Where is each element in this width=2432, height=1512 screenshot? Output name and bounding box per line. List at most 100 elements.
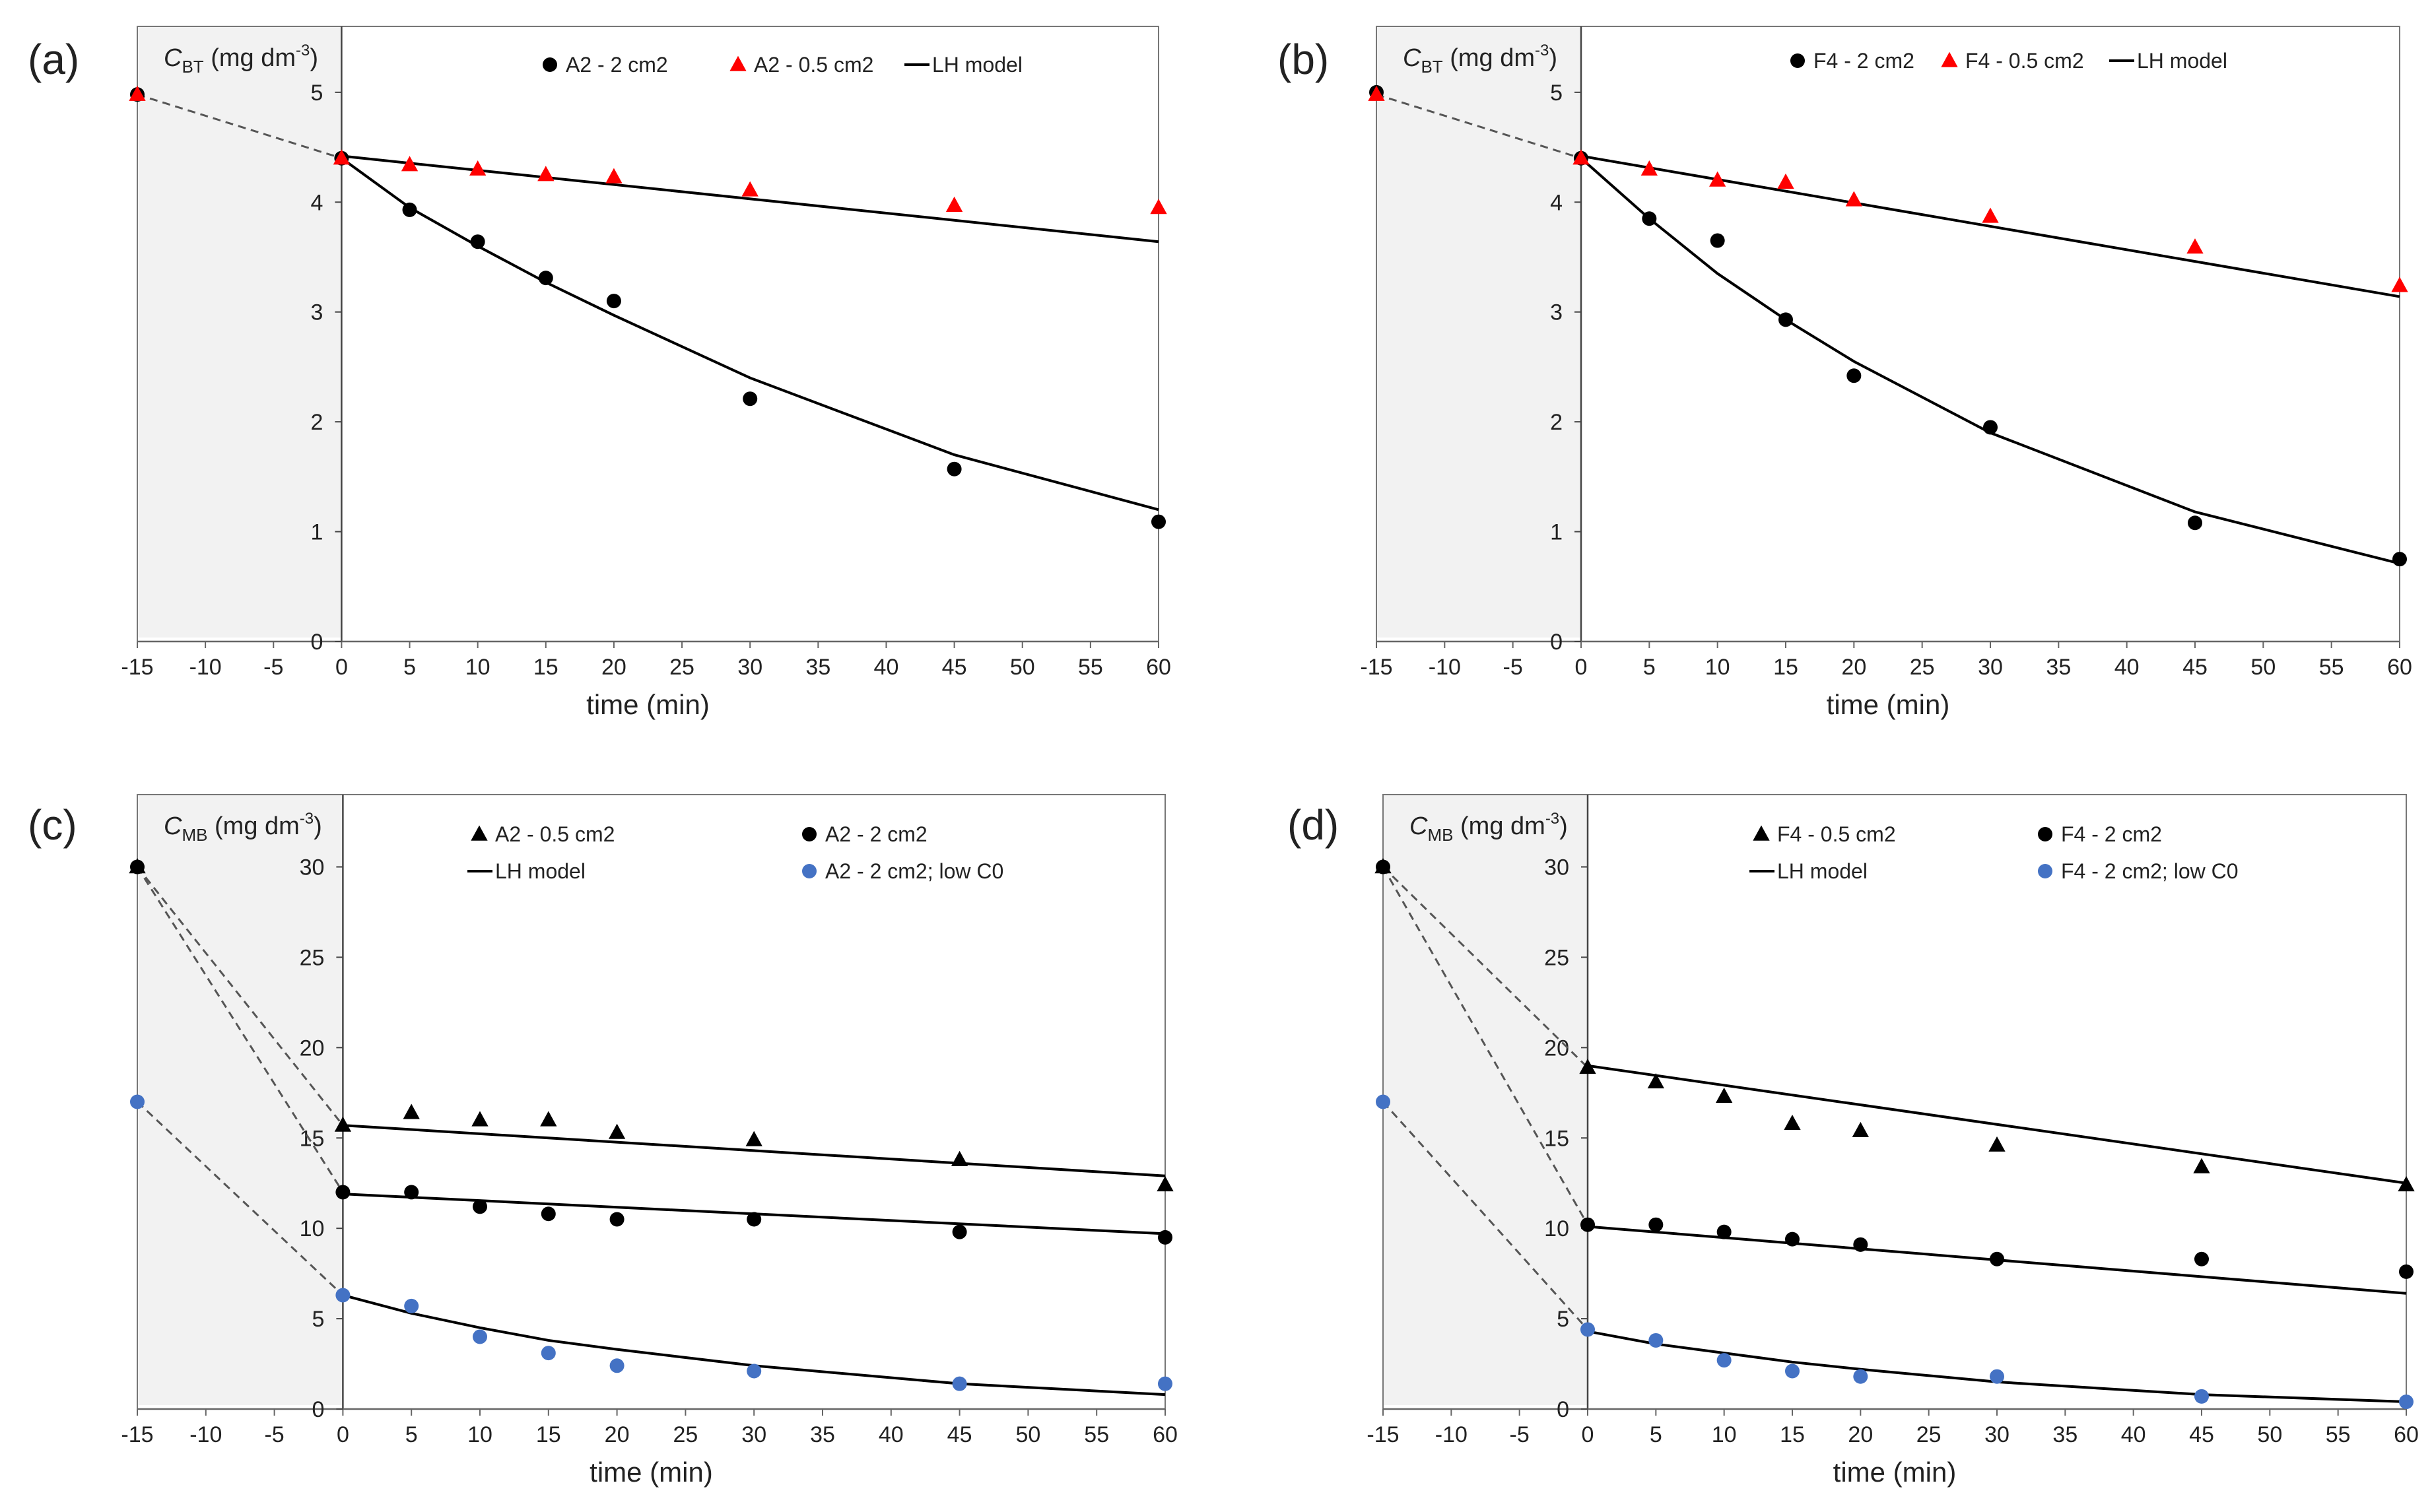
data-point	[1158, 1376, 1172, 1391]
y-tick-label: 5	[312, 1307, 324, 1332]
x-axis-title: time (min)	[1827, 689, 1950, 720]
data-point	[130, 859, 145, 874]
y-axis-unit: (mg dm	[1443, 44, 1535, 72]
y-tick-label: 0	[312, 1397, 324, 1422]
data-point	[2398, 1176, 2415, 1192]
legend-marker-swatch	[802, 827, 817, 841]
x-tick-label: 20	[1848, 1422, 1873, 1447]
data-point	[537, 166, 555, 181]
data-point	[952, 1224, 967, 1239]
x-tick-label: 10	[1705, 655, 1730, 680]
x-tick-label: 50	[2257, 1422, 2282, 1447]
x-tick-label: 35	[2052, 1422, 2077, 1447]
x-tick-label: -10	[189, 655, 222, 680]
y-axis-superscript: -3	[300, 810, 314, 828]
x-tick-label: -5	[263, 655, 283, 680]
data-point	[952, 1376, 967, 1391]
data-point	[745, 1131, 762, 1146]
x-tick-label: 40	[2121, 1422, 2146, 1447]
y-tick-label: 1	[310, 520, 323, 545]
legend-marker-swatch	[2038, 864, 2052, 878]
x-tick-label: 35	[2046, 655, 2071, 680]
data-point	[1158, 1230, 1172, 1245]
data-point	[129, 85, 146, 101]
legend-entry: A2 - 0.5 cm2	[471, 822, 615, 846]
legend-entry: LH model	[904, 53, 1023, 77]
x-tick-label: 35	[810, 1422, 835, 1447]
panel-a: -15 -10 -5 0 5 10 15 20 25 30 35 40 45 50 55 60012345ti…	[28, 26, 1171, 720]
x-tick-label: 25	[1916, 1422, 1942, 1447]
data-point	[469, 160, 487, 176]
x-tick-label: -15	[121, 655, 153, 680]
data-point	[2194, 1389, 2209, 1404]
x-tick-label: 0	[1575, 655, 1588, 680]
x-tick-label: 40	[874, 655, 899, 680]
y-axis-unit-close: )	[310, 44, 318, 72]
y-tick-label: 20	[300, 1035, 325, 1061]
panel-label: (b)	[1277, 36, 1329, 83]
y-axis-superscript: -3	[296, 42, 310, 59]
data-point	[1853, 1237, 1868, 1252]
data-point	[1990, 1369, 2004, 1384]
data-point	[402, 202, 417, 217]
data-point	[1150, 199, 1167, 214]
data-point	[1376, 859, 1390, 874]
lh-model-line	[1587, 1330, 2407, 1404]
data-point	[404, 1298, 419, 1313]
x-tick-label: -5	[264, 1422, 284, 1447]
y-tick-label: 25	[1544, 945, 1569, 970]
legend-marker-swatch	[802, 864, 817, 878]
panel-label: (a)	[28, 36, 79, 83]
y-axis-title: CBT (mg dm-3)	[1403, 42, 1557, 77]
y-tick-label: 2	[1550, 410, 1563, 435]
legend-entry: LH model	[467, 859, 586, 883]
data-point	[1852, 1121, 1869, 1138]
data-point	[741, 181, 759, 197]
legend-entry: F4 - 2 cm2	[2038, 822, 2162, 846]
y-tick-label: 20	[1544, 1035, 1569, 1061]
data-point	[605, 168, 623, 183]
x-axis-title: time (min)	[590, 1457, 713, 1488]
x-tick-label: 55	[1084, 1422, 1109, 1447]
x-tick-label: 40	[879, 1422, 904, 1447]
y-tick-label: 3	[310, 300, 323, 325]
data-point	[2399, 1264, 2414, 1279]
data-point	[1368, 85, 1385, 101]
y-tick-label: 10	[1544, 1216, 1569, 1241]
y-axis-subscript: MB	[182, 825, 207, 845]
legend-entry: A2 - 2 cm2	[802, 822, 928, 846]
y-tick-label: 1	[1550, 520, 1563, 545]
x-tick-label: 5	[403, 655, 416, 680]
data-point	[1777, 173, 1794, 189]
y-axis-superscript: -3	[1535, 42, 1549, 59]
x-tick-label: 10	[1712, 1422, 1737, 1447]
x-tick-label: 15	[1773, 655, 1798, 680]
data-point	[541, 1206, 556, 1222]
data-point	[606, 294, 621, 309]
y-axis-subscript: MB	[1427, 825, 1453, 845]
x-tick-label: 15	[536, 1422, 561, 1447]
data-point	[1716, 1087, 1733, 1103]
data-point	[1785, 1364, 1800, 1379]
data-point	[1580, 1322, 1595, 1337]
x-tick-label: 55	[2319, 655, 2344, 680]
data-point	[470, 234, 485, 249]
x-tick-label: 0	[335, 655, 348, 680]
data-point	[945, 196, 963, 212]
legend-marker-swatch	[1941, 51, 1958, 67]
dark-adsorption-region	[1376, 26, 1581, 638]
dark-phase-dashed-line	[1376, 93, 1582, 160]
legend-label: LH model	[1777, 859, 1868, 883]
x-tick-label: -15	[1360, 655, 1392, 680]
x-tick-label: 50	[1010, 655, 1035, 680]
y-axis-superscript: -3	[1545, 810, 1559, 828]
data-point	[743, 391, 758, 407]
data-point	[1982, 207, 1999, 223]
data-point	[1580, 1217, 1595, 1232]
x-tick-label: 60	[1146, 655, 1171, 680]
x-tick-label: 45	[2182, 655, 2208, 680]
x-tick-label: -10	[189, 1422, 222, 1447]
data-point	[130, 1094, 145, 1109]
y-tick-label: 5	[1557, 1307, 1569, 1332]
y-tick-label: 5	[310, 81, 323, 106]
